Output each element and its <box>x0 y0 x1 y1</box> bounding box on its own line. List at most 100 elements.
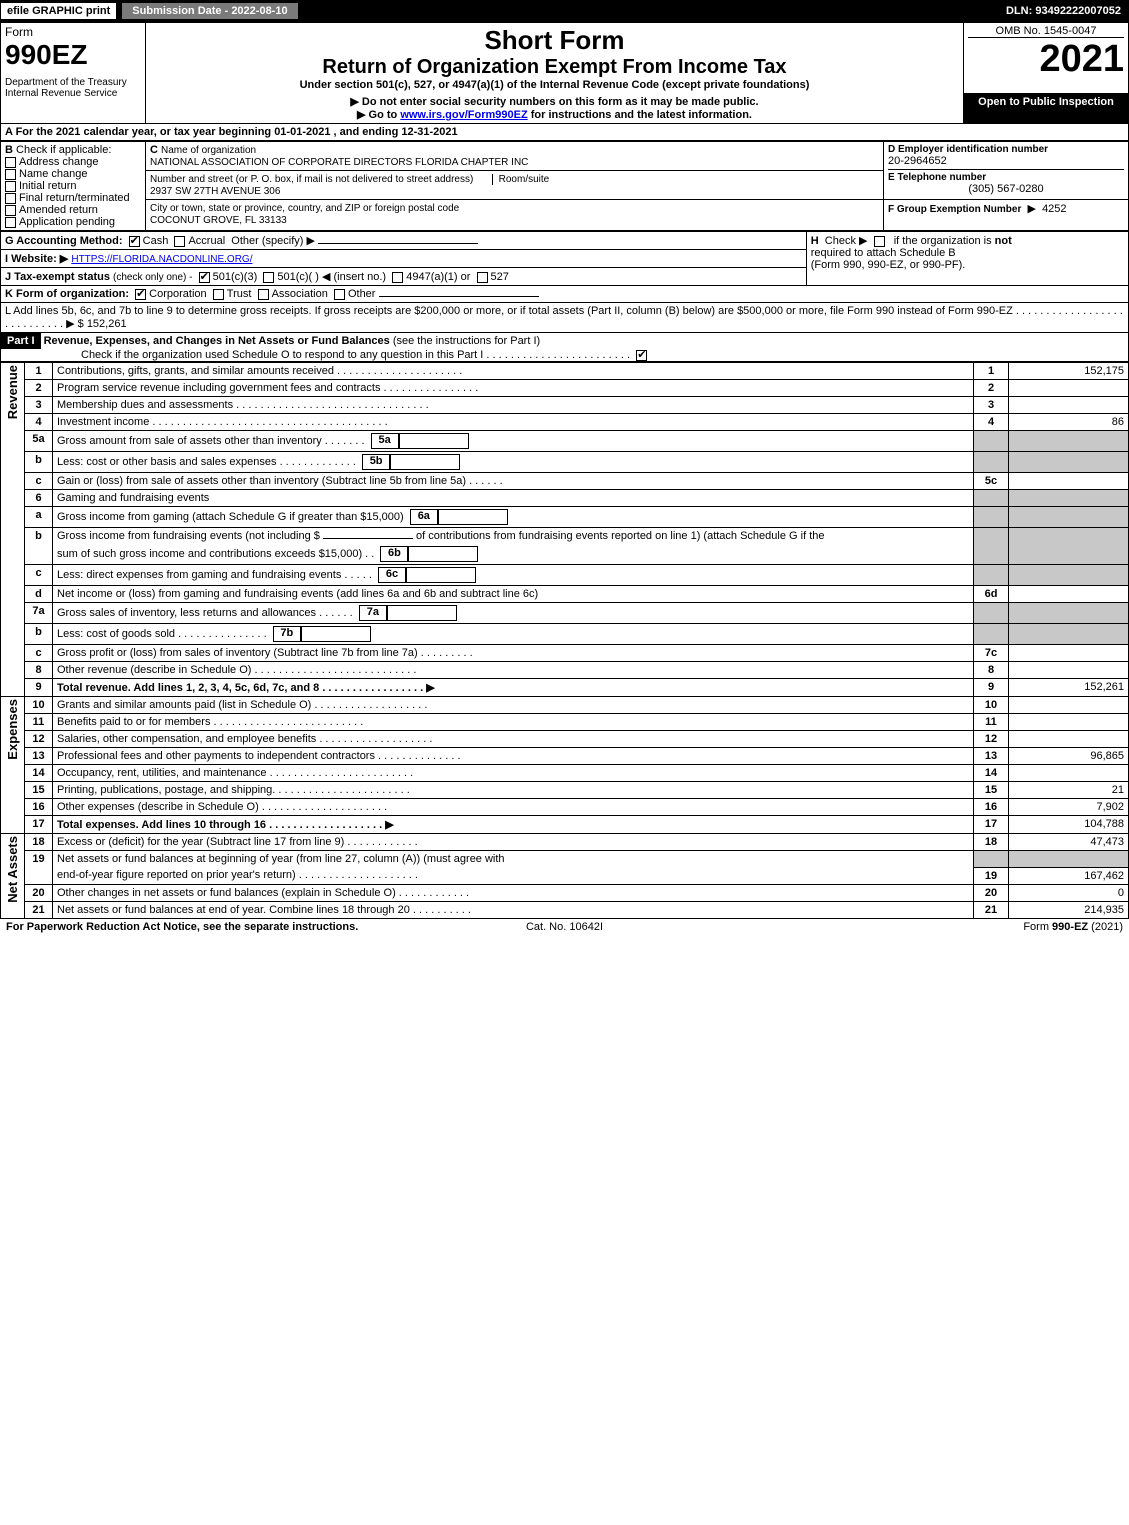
checkbox-address-change[interactable] <box>5 157 16 168</box>
box-7a-value[interactable] <box>387 605 457 621</box>
H-checkarrow: Check ▶ <box>825 235 868 247</box>
part1-header: Part I Revenue, Expenses, and Changes in… <box>0 333 1129 362</box>
part1-lines-table: Revenue 1 Contributions, gifts, grants, … <box>0 362 1129 919</box>
checkbox-schedule-b-not-required[interactable] <box>874 236 885 247</box>
city-value: COCONUT GROVE, FL 33133 <box>150 215 287 226</box>
box-5a-value[interactable] <box>399 433 469 449</box>
irs-link[interactable]: www.irs.gov/Form990EZ <box>400 109 527 121</box>
box-5b-value[interactable] <box>390 454 460 470</box>
checkbox-final-return[interactable] <box>5 193 16 204</box>
checkbox-other-org[interactable] <box>334 289 345 300</box>
checkbox-name-change[interactable] <box>5 169 16 180</box>
line-5a-num: 5a <box>25 431 53 452</box>
line-6a-col <box>974 507 1009 528</box>
line-20-num: 20 <box>25 884 53 901</box>
line-19-desc2: end-of-year figure reported on prior yea… <box>53 867 974 884</box>
box-6a-label: 6a <box>410 509 438 525</box>
header-left: Form 990EZ Department of the Treasury In… <box>1 23 146 124</box>
F-cell: F Group Exemption Number ▶ 4252 <box>884 200 1129 231</box>
line-11-amt <box>1009 714 1129 731</box>
box-6c-value[interactable] <box>406 567 476 583</box>
line-20-desc: Other changes in net assets or fund bala… <box>53 884 974 901</box>
checkbox-amended-return[interactable] <box>5 205 16 216</box>
line-5b-col <box>974 452 1009 473</box>
checkbox-trust[interactable] <box>213 289 224 300</box>
line-15-col: 15 <box>974 782 1009 799</box>
checkbox-4947[interactable] <box>392 272 403 283</box>
checkbox-cash[interactable] <box>129 236 140 247</box>
line-6a-num: a <box>25 507 53 528</box>
line-7c-amt <box>1009 645 1129 662</box>
line-6b-desc2: sum of such gross income and contributio… <box>53 544 974 565</box>
line-5c-desc: Gain or (loss) from sale of assets other… <box>53 473 974 490</box>
line-9-amt: 152,261 <box>1009 679 1129 697</box>
C-city-cell: City or town, state or province, country… <box>146 200 884 231</box>
line-6c-num: c <box>25 565 53 586</box>
accrual-label: Accrual <box>188 235 225 247</box>
box-6b-value[interactable] <box>408 546 478 562</box>
efile-print-label[interactable]: efile GRAPHIC print <box>0 2 117 20</box>
line-5c-num: c <box>25 473 53 490</box>
trust-label: Trust <box>227 288 252 300</box>
website-link[interactable]: HTTPS://FLORIDA.NACDONLINE.ORG/ <box>71 254 252 265</box>
line-19-col-gray <box>974 851 1009 868</box>
org-name: NATIONAL ASSOCIATION OF CORPORATE DIRECT… <box>150 157 528 168</box>
header-center-bottom: ▶ Do not enter social security numbers o… <box>146 93 964 124</box>
line-6c-col <box>974 565 1009 586</box>
line-11-desc: Benefits paid to or for members . . . . … <box>53 714 974 731</box>
line-6b-blank[interactable] <box>323 538 413 539</box>
line-13-col: 13 <box>974 748 1009 765</box>
part1-paren: (see the instructions for Part I) <box>393 335 540 347</box>
H-text3: required to attach Schedule B <box>811 247 956 259</box>
assoc-label: Association <box>272 288 328 300</box>
F-arrow: ▶ <box>1027 203 1035 215</box>
checkbox-corporation[interactable] <box>135 289 146 300</box>
C-name-cell: C Name of organization NATIONAL ASSOCIAT… <box>146 142 884 171</box>
line-2-col: 2 <box>974 380 1009 397</box>
line-21-col: 21 <box>974 901 1009 918</box>
line-6a-desc: Gross income from gaming (attach Schedul… <box>53 507 974 528</box>
line-6a-amt <box>1009 507 1129 528</box>
footer-cat-no: Cat. No. 10642I <box>378 921 750 933</box>
part1-title: Revenue, Expenses, and Changes in Net As… <box>44 335 390 347</box>
checkbox-schedule-o-used[interactable] <box>636 350 647 361</box>
line-5a-amt <box>1009 431 1129 452</box>
line-6c-text: Less: direct expenses from gaming and fu… <box>57 569 372 581</box>
addr-change-label: Address change <box>19 156 99 168</box>
checkbox-501c[interactable] <box>263 272 274 283</box>
checkbox-initial-return[interactable] <box>5 181 16 192</box>
other-org-input[interactable] <box>379 296 539 297</box>
form-number: 990EZ <box>5 39 141 71</box>
line-2-desc: Program service revenue including govern… <box>53 380 974 397</box>
line-4-desc: Investment income . . . . . . . . . . . … <box>53 414 974 431</box>
checkbox-accrual[interactable] <box>174 236 185 247</box>
D-label: D Employer identification number <box>888 144 1124 155</box>
footer-form-pre: Form <box>1023 921 1052 933</box>
checkbox-501c3[interactable] <box>199 272 210 283</box>
checkbox-application-pending[interactable] <box>5 217 16 228</box>
line-6c-desc: Less: direct expenses from gaming and fu… <box>53 565 974 586</box>
irs-label: Internal Revenue Service <box>5 88 141 99</box>
box-6a-value[interactable] <box>438 509 508 525</box>
line-6b-col <box>974 528 1009 565</box>
line-8-col: 8 <box>974 662 1009 679</box>
box-7b-value[interactable] <box>301 626 371 642</box>
checkbox-527[interactable] <box>477 272 488 283</box>
goto-line: ▶ Go to www.irs.gov/Form990EZ for instru… <box>150 108 959 121</box>
line-19-desc1: Net assets or fund balances at beginning… <box>53 851 974 868</box>
D-E-cell: D Employer identification number 20-2964… <box>884 142 1129 200</box>
I-label: I Website: ▶ <box>5 253 68 265</box>
expenses-vert-label: Expenses <box>5 699 20 760</box>
line-10-amt <box>1009 697 1129 714</box>
J-cell: J Tax-exempt status (check only one) - 5… <box>1 268 807 286</box>
line-3-col: 3 <box>974 397 1009 414</box>
line-18-amt: 47,473 <box>1009 834 1129 851</box>
line-12-desc: Salaries, other compensation, and employ… <box>53 731 974 748</box>
submission-date: Submission Date - 2022-08-10 <box>121 2 298 20</box>
line-5b-text: Less: cost or other basis and sales expe… <box>57 456 356 468</box>
line-16-amt: 7,902 <box>1009 799 1129 816</box>
other-specify-input[interactable] <box>318 243 478 244</box>
part1-label: Part I <box>1 333 41 349</box>
line-21-desc: Net assets or fund balances at end of ye… <box>53 901 974 918</box>
checkbox-association[interactable] <box>258 289 269 300</box>
